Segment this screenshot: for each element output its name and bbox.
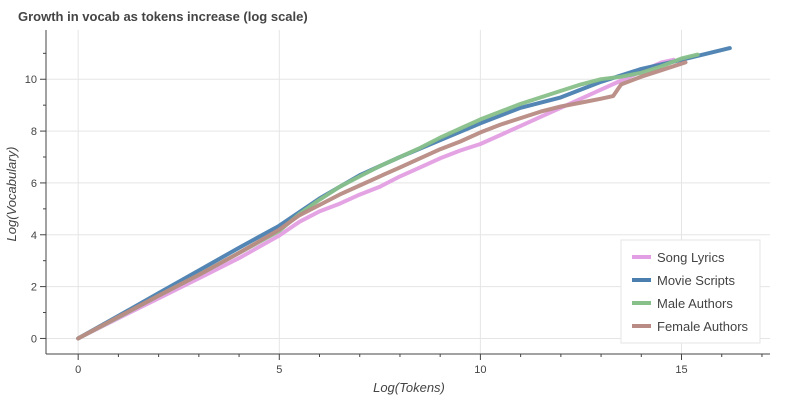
legend-label-male-authors: Male Authors: [657, 296, 733, 311]
x-tick-label: 10: [474, 364, 486, 376]
x-tick-label: 5: [276, 364, 282, 376]
y-axis-label: Log(Vocabulary): [4, 147, 19, 242]
y-tick-label: 8: [31, 126, 37, 138]
legend-items: Song Lyrics Movie Scripts Male Authors Fema…: [632, 250, 749, 334]
axes: [45, 30, 770, 355]
y-tick-label: 4: [31, 230, 37, 242]
series-lines: [76, 46, 732, 341]
x-tick-label: 15: [675, 364, 687, 376]
y-tick-label: 2: [31, 282, 37, 294]
series-line-song-lyrics: [76, 57, 676, 341]
x-tick-label: 0: [75, 364, 81, 376]
legend-label-female-authors: Female Authors: [657, 319, 749, 334]
x-axis-ticks: 0 5 10 15: [75, 354, 763, 376]
series-line-female-authors: [76, 60, 688, 341]
legend: Song Lyrics Movie Scripts Male Authors Fema…: [620, 239, 761, 344]
y-tick-label: 0: [31, 333, 37, 345]
legend-label-movie-scripts: Movie Scripts: [657, 273, 736, 288]
y-tick-label: 10: [25, 74, 37, 86]
chart-title: Growth in vocab as tokens increase (log …: [18, 9, 308, 24]
legend-label-song-lyrics: Song Lyrics: [657, 250, 725, 265]
y-tick-label: 6: [31, 178, 37, 190]
y-axis-ticks: 0 2 4 6 8 10: [25, 52, 46, 345]
x-axis-label: Log(Tokens): [373, 380, 445, 395]
